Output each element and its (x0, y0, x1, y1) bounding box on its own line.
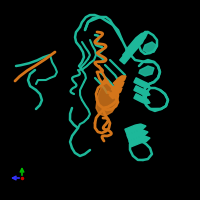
Polygon shape (129, 136, 146, 147)
Polygon shape (145, 136, 150, 142)
Polygon shape (118, 88, 122, 92)
Polygon shape (146, 99, 150, 104)
Polygon shape (113, 76, 124, 87)
Polygon shape (134, 86, 147, 96)
Polygon shape (134, 41, 140, 47)
Polygon shape (141, 32, 148, 38)
Polygon shape (138, 37, 145, 43)
Polygon shape (120, 82, 124, 86)
Polygon shape (139, 66, 154, 76)
Polygon shape (120, 44, 138, 64)
Polygon shape (111, 82, 122, 93)
Polygon shape (109, 88, 120, 99)
Polygon shape (123, 39, 142, 59)
Polygon shape (134, 78, 147, 88)
Polygon shape (126, 34, 145, 54)
Polygon shape (146, 83, 150, 88)
Polygon shape (134, 94, 147, 104)
Polygon shape (96, 80, 118, 116)
Polygon shape (122, 76, 126, 80)
Polygon shape (127, 130, 144, 141)
Polygon shape (143, 42, 157, 53)
Polygon shape (141, 124, 146, 130)
Polygon shape (146, 91, 150, 96)
Polygon shape (143, 130, 148, 136)
Polygon shape (125, 124, 142, 135)
